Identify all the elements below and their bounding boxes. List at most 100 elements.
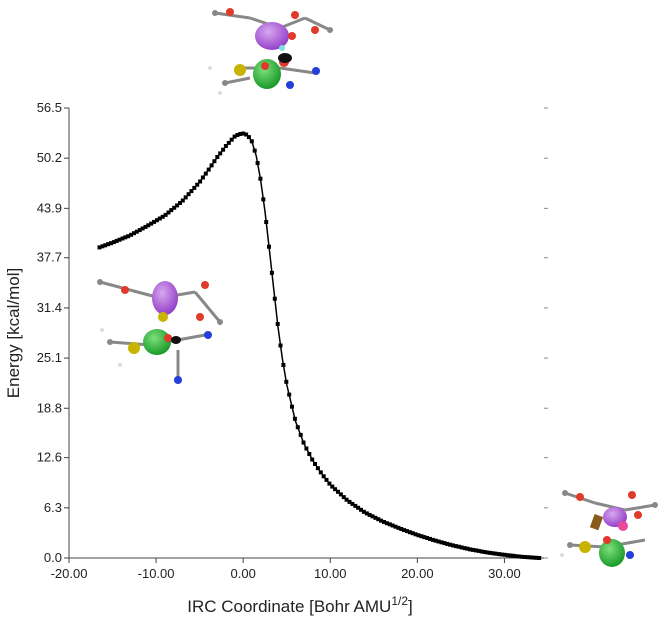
data-point xyxy=(275,322,280,326)
data-point xyxy=(485,550,490,555)
data-point xyxy=(387,522,392,527)
y-tick-label: 0.0 xyxy=(44,550,62,565)
data-point xyxy=(333,487,338,492)
data-point xyxy=(258,176,263,181)
data-point xyxy=(209,163,214,168)
data-point xyxy=(491,551,496,556)
data-point xyxy=(353,503,358,508)
data-point xyxy=(215,155,220,159)
y-tick-label: 43.9 xyxy=(37,200,62,215)
data-point xyxy=(229,137,234,142)
data-point xyxy=(476,548,481,553)
data-point xyxy=(318,470,323,475)
data-point xyxy=(223,144,228,148)
series-points-irc xyxy=(97,131,542,560)
data-point xyxy=(474,548,478,553)
data-point xyxy=(376,517,381,522)
x-tick-label: 30.00 xyxy=(488,566,521,581)
data-point xyxy=(140,226,145,231)
data-point xyxy=(379,518,384,523)
data-point xyxy=(537,556,542,560)
data-point xyxy=(178,201,182,205)
data-point xyxy=(192,185,197,190)
data-point xyxy=(212,159,217,164)
data-point xyxy=(465,546,470,551)
data-point xyxy=(114,238,119,243)
data-point xyxy=(497,552,501,557)
data-point xyxy=(399,527,404,531)
data-point xyxy=(367,512,372,517)
data-point xyxy=(238,132,243,136)
data-point xyxy=(488,550,493,555)
data-point xyxy=(126,234,131,239)
y-tick-label: 18.8 xyxy=(37,400,62,415)
data-point xyxy=(364,511,369,516)
data-point xyxy=(439,540,444,545)
data-point xyxy=(195,182,200,187)
data-point xyxy=(405,529,409,534)
data-point xyxy=(166,210,171,215)
x-ticks: -20.00 -10.00 0.00 10.00 20.00 30.00 xyxy=(51,558,521,581)
right-tick-marks xyxy=(544,107,548,559)
data-point xyxy=(160,214,165,219)
data-point xyxy=(246,135,251,140)
data-point xyxy=(451,543,455,548)
molecule-transition-state-image xyxy=(208,8,333,95)
data-point xyxy=(298,432,303,437)
data-point xyxy=(97,245,102,250)
data-point xyxy=(327,481,332,486)
y-ticks: 0.0 6.3 12.6 18.8 25.1 31.4 37.7 43.9 50.2 56.5 xyxy=(37,100,69,565)
data-point xyxy=(169,208,174,213)
data-point xyxy=(198,179,203,184)
data-point xyxy=(180,198,185,203)
data-point xyxy=(120,236,125,241)
data-point xyxy=(344,497,349,502)
data-point xyxy=(347,499,352,504)
data-point xyxy=(520,554,524,559)
data-point xyxy=(106,242,111,247)
x-tick-label: 0.00 xyxy=(231,566,256,581)
data-point xyxy=(103,243,108,248)
data-point xyxy=(321,474,326,479)
data-point xyxy=(482,550,487,554)
data-point xyxy=(132,231,136,236)
data-point xyxy=(278,343,283,348)
data-point xyxy=(315,466,320,471)
data-point xyxy=(232,134,237,139)
data-point xyxy=(528,555,533,560)
data-point xyxy=(402,528,407,533)
data-point xyxy=(525,555,530,560)
data-point xyxy=(522,555,527,559)
data-point xyxy=(235,133,240,137)
data-point xyxy=(413,532,418,537)
data-point xyxy=(393,524,398,529)
data-point xyxy=(284,379,289,384)
data-point xyxy=(307,452,312,456)
data-point xyxy=(336,489,340,494)
data-point xyxy=(494,551,499,556)
y-tick-label: 6.3 xyxy=(44,500,62,515)
y-tick-label: 31.4 xyxy=(37,300,62,315)
data-point xyxy=(508,553,513,558)
data-point xyxy=(448,542,453,547)
data-point xyxy=(295,425,300,430)
data-point xyxy=(175,203,180,208)
data-point xyxy=(123,235,128,240)
data-point xyxy=(157,216,162,221)
data-point xyxy=(129,232,134,237)
y-tick-label: 50.2 xyxy=(37,150,62,165)
data-point xyxy=(287,392,292,397)
data-point xyxy=(356,505,361,510)
data-point xyxy=(200,175,205,180)
data-point xyxy=(117,237,122,242)
data-point xyxy=(111,240,116,245)
data-point xyxy=(100,244,105,249)
data-point xyxy=(338,492,343,497)
data-point xyxy=(350,501,355,506)
data-point xyxy=(422,535,427,540)
data-point xyxy=(382,520,386,524)
data-point xyxy=(255,161,260,165)
data-point xyxy=(456,544,461,549)
data-point xyxy=(310,457,315,462)
data-point xyxy=(221,147,226,152)
